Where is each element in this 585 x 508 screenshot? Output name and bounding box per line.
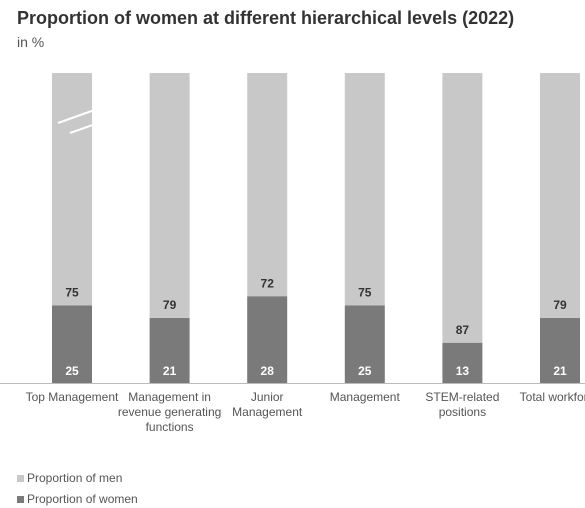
women-bar bbox=[344, 305, 385, 383]
break-mark bbox=[69, 110, 133, 134]
chart-title: Proportion of women at different hierarc… bbox=[17, 8, 515, 28]
women-bar bbox=[149, 317, 190, 383]
women-bar bbox=[247, 296, 288, 383]
men-bar bbox=[540, 73, 580, 318]
x-tick-label: Junior Management bbox=[232, 390, 303, 419]
legend-swatch bbox=[17, 474, 24, 482]
legend-label: Proportion of men bbox=[27, 471, 123, 485]
women-label: 21 bbox=[163, 364, 177, 378]
men-bar bbox=[344, 73, 385, 306]
break-mark bbox=[57, 97, 129, 124]
men-label: 79 bbox=[553, 298, 567, 312]
legend-label: Proportion of women bbox=[27, 492, 138, 506]
men-label: 72 bbox=[261, 276, 275, 290]
x-tick-label: Management in revenue generating functio… bbox=[117, 390, 222, 434]
women-label: 25 bbox=[358, 364, 372, 378]
women-bar bbox=[442, 342, 483, 383]
legend-item: Proportion of women bbox=[17, 492, 138, 506]
men-label: 75 bbox=[358, 286, 372, 300]
men-bar bbox=[52, 73, 92, 306]
x-tick-label: STEM-related positions bbox=[425, 390, 500, 419]
legend-item: Proportion of men bbox=[17, 471, 122, 485]
men-label: 79 bbox=[163, 298, 177, 312]
women-label: 28 bbox=[261, 364, 275, 378]
women-bar bbox=[52, 305, 92, 383]
chart-subtitle: in % bbox=[17, 34, 45, 50]
men-bar bbox=[149, 73, 190, 318]
men-bar bbox=[442, 73, 483, 343]
legend-swatch bbox=[17, 495, 24, 503]
x-tick-label: Top Management bbox=[25, 390, 119, 404]
women-label: 25 bbox=[65, 364, 79, 378]
women-label: 21 bbox=[553, 364, 567, 378]
men-bar bbox=[247, 73, 288, 297]
women-bar bbox=[540, 317, 580, 383]
women-label: 13 bbox=[456, 364, 470, 378]
men-label: 87 bbox=[456, 323, 470, 337]
x-tick-label: Management bbox=[329, 390, 400, 404]
x-tick-label: Total workforce bbox=[519, 390, 585, 404]
men-label: 75 bbox=[65, 286, 79, 300]
